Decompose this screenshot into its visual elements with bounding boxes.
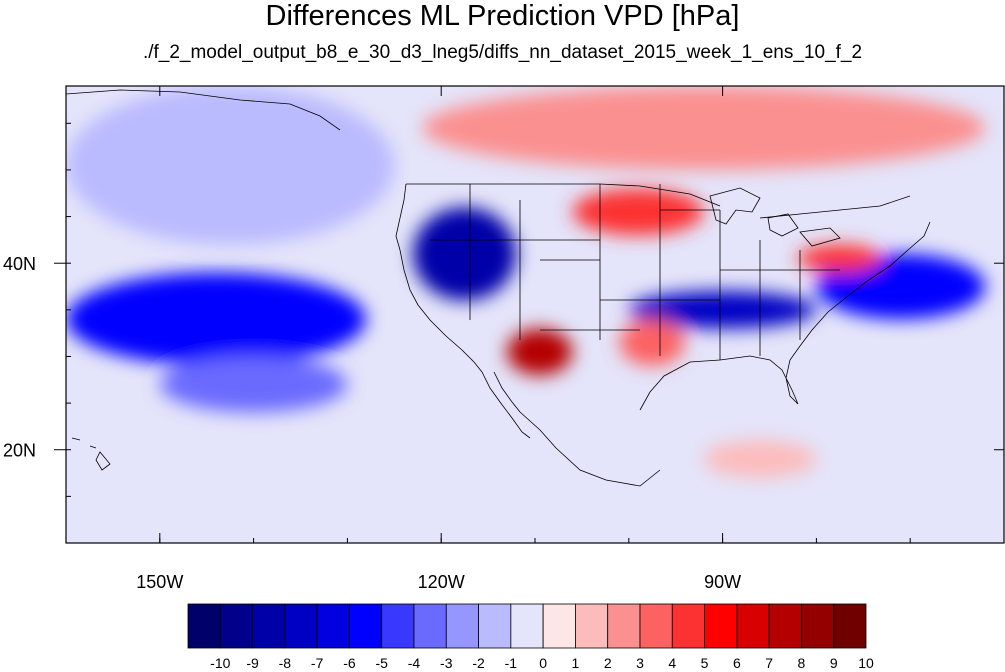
- colorbar-label-14: 4: [668, 655, 676, 671]
- field-region-9: [506, 328, 573, 376]
- field-region-8: [797, 244, 883, 273]
- x-tick-label-0: 150W: [136, 572, 183, 592]
- field-region-10: [619, 319, 686, 366]
- colorbar-label-9: -1: [505, 655, 518, 671]
- colorbar-swatch-1: [219, 603, 253, 649]
- field-region-6: [422, 86, 986, 170]
- colorbar-label-17: 7: [765, 655, 773, 671]
- colorbar-label-10: 0: [539, 655, 547, 671]
- colorbar-label-1: -9: [246, 655, 259, 671]
- field-region-3: [413, 207, 517, 301]
- us-canada-border: [406, 183, 911, 219]
- y-tick-label-0: 40N: [3, 254, 36, 274]
- colorbar-swatch-11: [542, 603, 576, 649]
- colorbar-label-6: -4: [408, 655, 421, 671]
- colorbar-swatch-10: [510, 603, 544, 649]
- field-region-1: [159, 356, 348, 413]
- field-region-11: [703, 440, 817, 478]
- colorbar-swatch-20: [833, 603, 867, 649]
- colorbar-label-15: 5: [701, 655, 709, 671]
- colorbar-label-4: -6: [343, 655, 356, 671]
- colorbar-label-8: -2: [472, 655, 485, 671]
- chart-subtitle: ./f_2_model_output_b8_e_30_d3_lneg5/diff…: [142, 42, 863, 63]
- colorbar-label-11: 1: [572, 655, 580, 671]
- colorbar-swatch-9: [478, 603, 512, 649]
- colorbar-swatch-7: [413, 603, 447, 649]
- field-region-4: [628, 291, 817, 329]
- baja-peninsula: [481, 371, 531, 439]
- colorbar-swatch-0: [187, 603, 221, 649]
- colorbar-swatch-2: [252, 603, 286, 649]
- colorbar-swatch-14: [639, 603, 673, 649]
- axes: 150W 120W 90W 40N 20N: [3, 86, 1005, 592]
- colorbar-label-19: 9: [830, 655, 838, 671]
- x-tick-label-1: 120W: [418, 572, 465, 592]
- colorbar-swatch-18: [768, 603, 802, 649]
- colorbar-label-20: 10: [858, 655, 874, 671]
- colorbar-swatch-13: [607, 603, 641, 649]
- colorbar-swatch-8: [445, 603, 479, 649]
- field-region-2: [66, 86, 395, 245]
- colorbar-label-2: -8: [279, 655, 292, 671]
- great-lakes: [709, 187, 841, 247]
- field-region-0: [66, 272, 367, 366]
- colorbar-swatch-17: [736, 603, 770, 649]
- colorbar: -10 -9 -8 -7 -6 -5 -4 -3 -2 -1 0 1 2 3 4 5 6 7 8 9 10: [187, 603, 874, 671]
- colorbar-swatch-3: [284, 603, 318, 649]
- colorbar-label-0: -10: [210, 655, 230, 671]
- chart-title: Differences ML Prediction VPD [hPa]: [265, 0, 740, 32]
- colorbar-label-5: -5: [375, 655, 388, 671]
- colorbar-swatch-12: [575, 603, 609, 649]
- colorbar-swatch-4: [316, 603, 350, 649]
- field-layer: [66, 86, 1004, 543]
- field-region-7: [572, 188, 704, 236]
- colorbar-swatch-19: [801, 603, 835, 649]
- alaska-coast: [66, 89, 341, 131]
- coastline-layer: [66, 89, 931, 487]
- colorbar-swatch-16: [704, 603, 738, 649]
- colorbar-label-13: 3: [636, 655, 644, 671]
- colorbar-swatch-5: [349, 603, 383, 649]
- colorbar-label-16: 6: [733, 655, 741, 671]
- us-state-lines: [430, 184, 840, 360]
- colorbar-swatch-6: [381, 603, 415, 649]
- mexico-pacific-coast: [519, 411, 661, 487]
- x-tick-label-2: 90W: [704, 572, 741, 592]
- colorbar-label-7: -3: [440, 655, 453, 671]
- gulf-coast: [639, 221, 931, 411]
- colorbar-label-12: 2: [604, 655, 612, 671]
- colorbar-label-18: 8: [798, 655, 806, 671]
- colorbar-swatch-15: [671, 603, 705, 649]
- hawaii-islands: [71, 437, 111, 471]
- y-tick-label-1: 20N: [3, 441, 36, 461]
- us-west-coast: [395, 183, 483, 373]
- colorbar-label-3: -7: [311, 655, 324, 671]
